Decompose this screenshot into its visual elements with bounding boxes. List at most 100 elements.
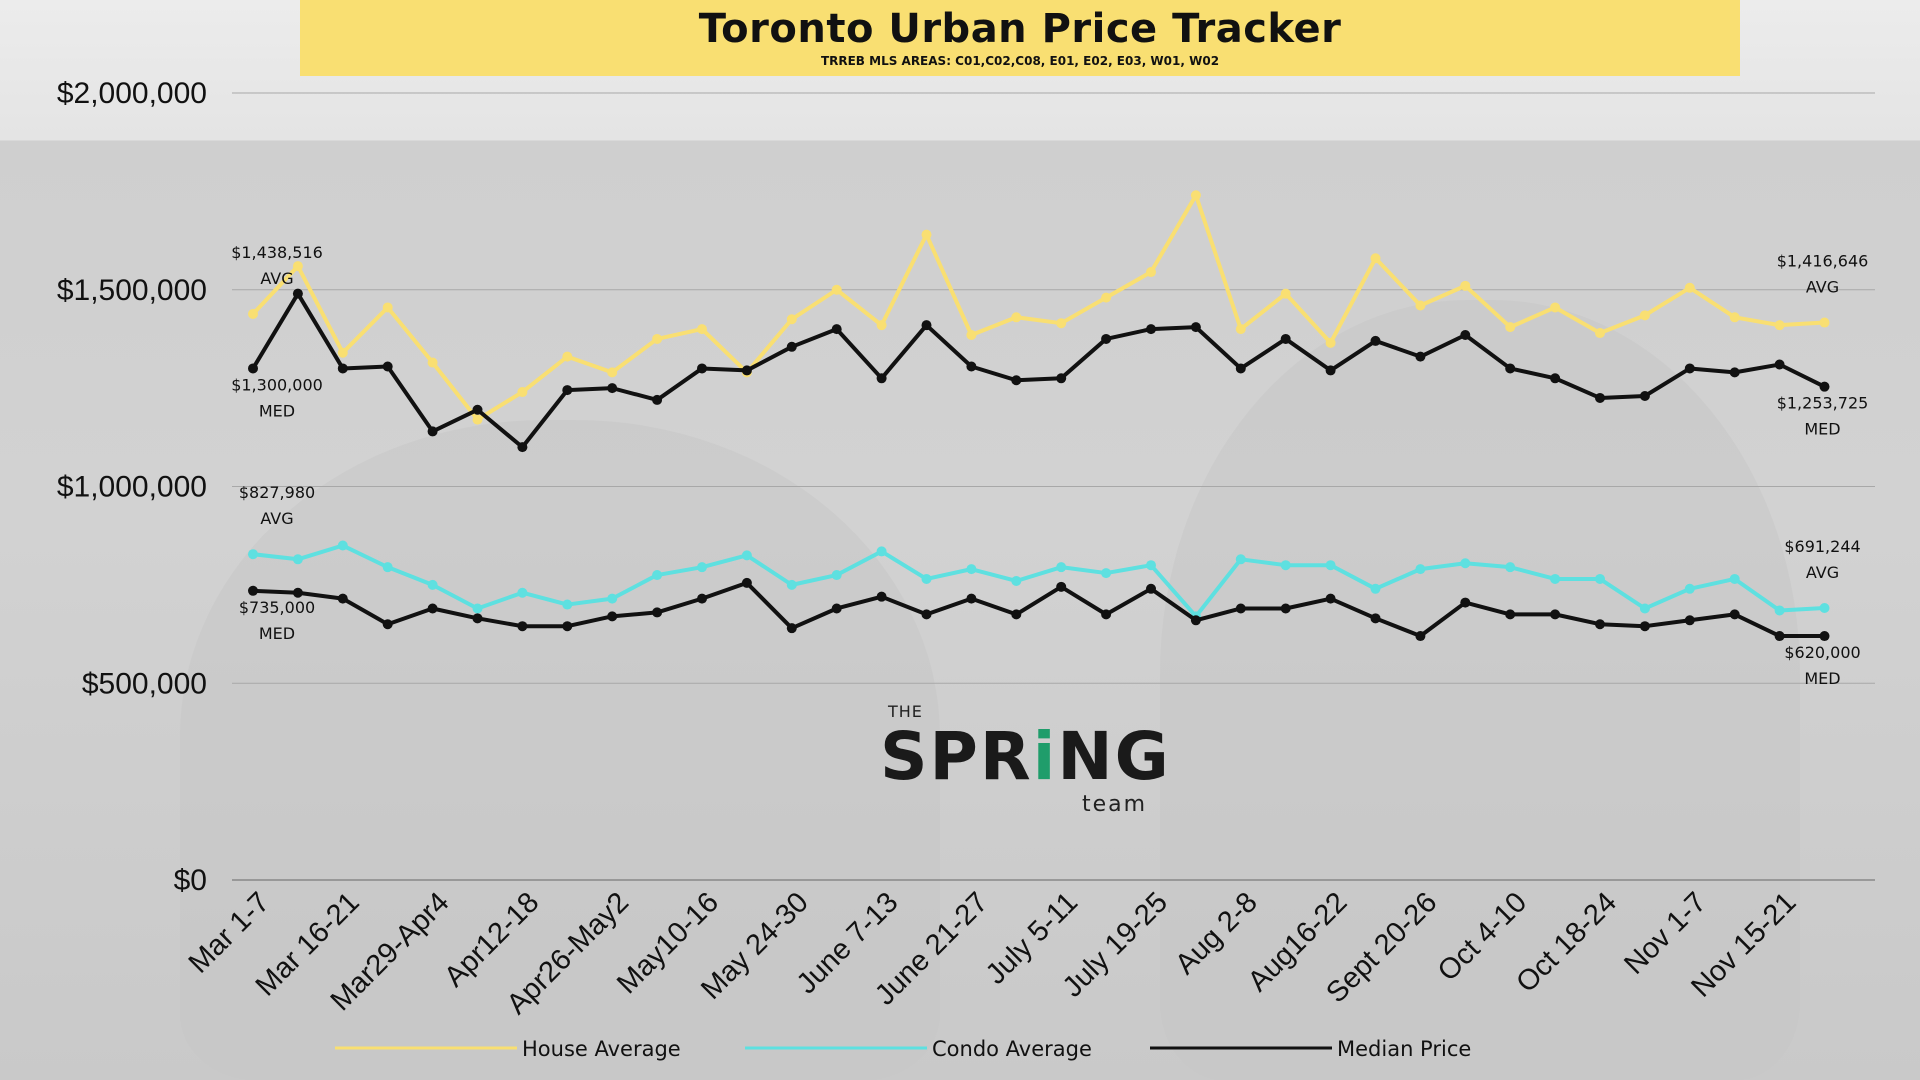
data-point-condo-average xyxy=(1370,583,1381,594)
data-point-condo-average xyxy=(1325,560,1336,571)
data-point-median-price xyxy=(1684,363,1695,374)
data-point-median-price xyxy=(517,442,528,453)
data-point-median-price xyxy=(1639,390,1650,401)
series-line-condo-average xyxy=(252,543,1825,619)
annotation-tag: MED xyxy=(1804,420,1840,439)
data-point-house-average xyxy=(1280,288,1291,299)
data-point-house-average xyxy=(1774,320,1785,331)
data-point-median-price xyxy=(1415,351,1426,362)
y-tick-label: $2,000,000 xyxy=(57,77,207,110)
data-point-condo-average xyxy=(427,579,438,590)
logo-team: team xyxy=(1082,792,1148,817)
data-point-median-price-condo- xyxy=(337,593,348,604)
background-person-left xyxy=(180,420,940,1080)
data-point-condo-average xyxy=(1684,583,1695,594)
data-point-median-price-condo- xyxy=(1146,583,1156,594)
chart-title: Toronto Urban Price Tracker xyxy=(698,6,1342,52)
data-point-house-average xyxy=(472,414,483,425)
series-line-median-price xyxy=(251,291,1826,450)
data-point-condo-average xyxy=(1011,575,1022,586)
data-point-median-price xyxy=(876,373,887,384)
data-point-median-price xyxy=(1460,330,1471,341)
legend-label: Condo Average xyxy=(932,1037,1092,1061)
data-point-house-average xyxy=(921,229,932,240)
data-point-condo-average xyxy=(1235,554,1246,565)
annotation-tag: MED xyxy=(259,624,295,643)
data-point-house-average xyxy=(1550,302,1561,313)
data-point-median-price xyxy=(1146,324,1156,335)
chart-subtitle: TRREB MLS AREAS: C01,C02,C08, E01, E02, … xyxy=(820,54,1220,68)
data-point-house-average xyxy=(652,333,663,344)
data-point-house-average xyxy=(1146,267,1156,278)
data-point-house-average xyxy=(1639,310,1650,321)
y-tick-label: $0 xyxy=(174,864,207,897)
data-point-condo-average xyxy=(1146,560,1156,571)
data-point-median-price-condo- xyxy=(382,619,393,630)
data-point-median-price-condo- xyxy=(248,585,258,596)
data-point-median-price xyxy=(472,404,483,415)
data-point-condo-average xyxy=(741,550,752,561)
data-point-condo-average xyxy=(966,564,977,575)
data-point-median-price xyxy=(1011,375,1022,386)
series-line-median-price-condo- xyxy=(252,580,1825,639)
data-point-median-price xyxy=(1280,333,1291,344)
data-point-median-price xyxy=(1505,363,1516,374)
data-point-median-price xyxy=(1056,373,1067,384)
data-point-house-average xyxy=(876,320,887,331)
background-person-right xyxy=(1160,300,1800,1080)
data-point-house-average xyxy=(786,314,797,325)
data-point-condo-average xyxy=(472,603,483,614)
y-tick-label: $1,500,000 xyxy=(57,274,207,307)
data-point-median-price-condo- xyxy=(1774,631,1785,642)
data-point-condo-average xyxy=(1550,573,1561,584)
data-point-median-price-condo- xyxy=(472,613,483,624)
data-point-condo-average xyxy=(1595,573,1605,584)
data-point-condo-average xyxy=(337,540,348,551)
annotation-tag: AVG xyxy=(260,509,293,528)
data-point-median-price-condo- xyxy=(1101,609,1112,620)
logo-spring-pre: SPR xyxy=(880,718,1033,795)
data-point-house-average xyxy=(1460,280,1471,291)
legend-label: House Average xyxy=(522,1037,681,1061)
data-point-median-price xyxy=(1550,373,1561,384)
data-point-median-price xyxy=(1595,392,1605,403)
data-point-condo-average xyxy=(517,587,528,598)
data-point-median-price-condo- xyxy=(607,611,618,622)
data-point-median-price-condo- xyxy=(1325,593,1336,604)
x-tick-label: Mar 1-7 xyxy=(183,886,276,979)
data-point-condo-average xyxy=(921,573,932,584)
data-point-house-average xyxy=(1011,312,1022,323)
data-point-condo-average xyxy=(876,546,887,557)
data-point-median-price xyxy=(292,288,303,299)
data-point-house-average xyxy=(966,330,977,341)
data-point-median-price-condo- xyxy=(741,577,752,588)
annotation-value: $1,300,000 xyxy=(231,375,323,394)
data-point-condo-average xyxy=(562,599,573,610)
data-point-median-price-condo- xyxy=(1729,609,1740,620)
data-point-house-average xyxy=(607,367,618,378)
data-point-house-average xyxy=(517,387,528,398)
data-point-condo-average xyxy=(697,562,707,573)
annotation-tag: MED xyxy=(1804,669,1840,688)
data-point-median-price xyxy=(652,394,663,405)
data-point-house-average xyxy=(1056,318,1067,329)
logo-the: THE xyxy=(888,702,923,721)
data-point-median-price xyxy=(427,426,438,437)
data-point-condo-average xyxy=(652,570,663,581)
data-point-median-price-condo- xyxy=(1460,597,1471,608)
data-point-median-price-condo- xyxy=(1550,609,1561,620)
data-point-median-price xyxy=(1729,367,1740,378)
data-point-median-price-condo- xyxy=(1819,631,1830,642)
data-point-median-price xyxy=(1370,335,1381,346)
data-point-median-price xyxy=(786,341,797,352)
annotation-value: $691,244 xyxy=(1784,537,1860,556)
data-point-condo-average xyxy=(831,570,842,581)
data-point-condo-average xyxy=(1460,558,1471,569)
data-point-median-price-condo- xyxy=(1280,603,1291,614)
data-point-median-price-condo- xyxy=(292,587,303,598)
logo-spring-accent: i xyxy=(1032,718,1058,795)
data-point-median-price-condo- xyxy=(1639,621,1650,632)
data-point-median-price-condo- xyxy=(1415,631,1426,642)
data-point-median-price xyxy=(966,361,977,372)
